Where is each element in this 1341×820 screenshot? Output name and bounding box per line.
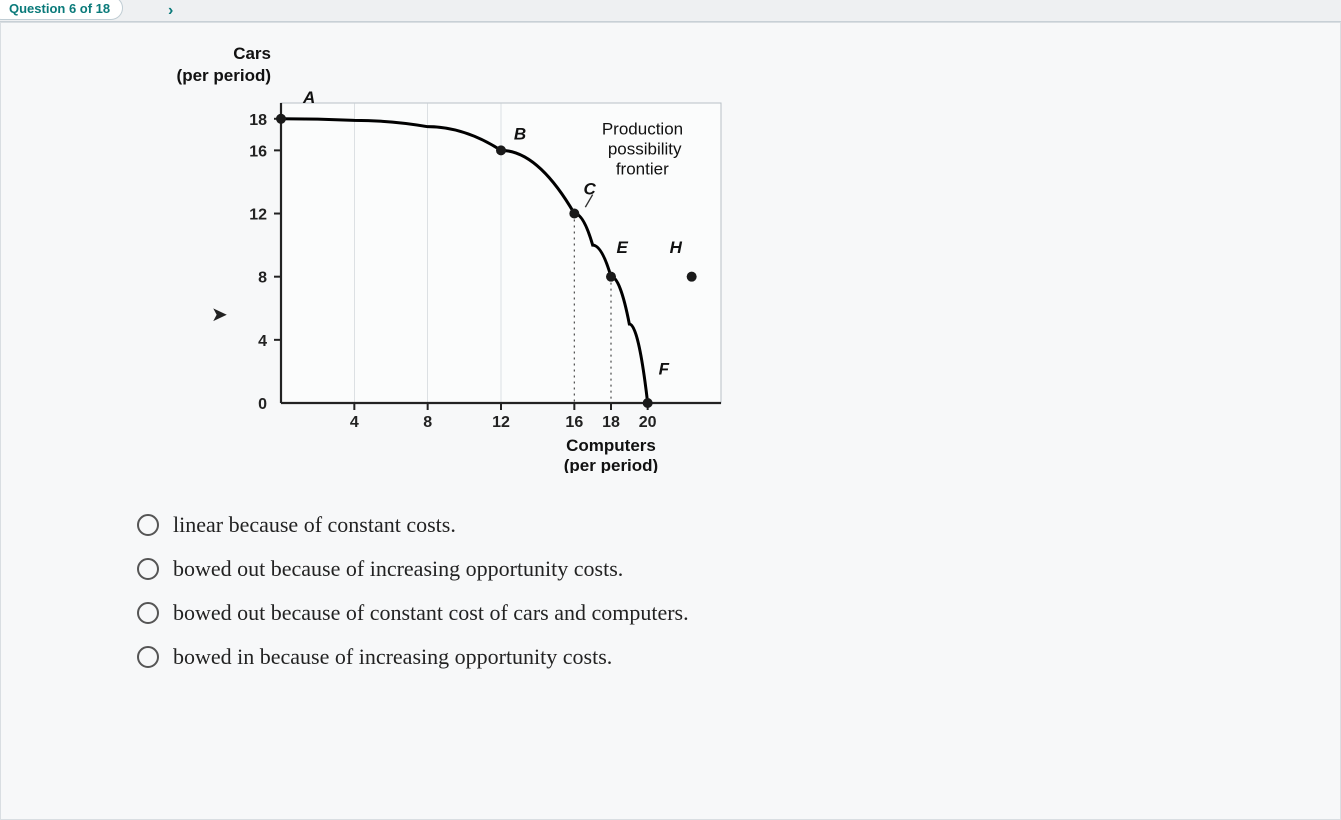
question-content: 1816128404812161820Cars(per period)Compu… bbox=[0, 22, 1341, 820]
svg-text:Computers: Computers bbox=[566, 436, 656, 455]
radio-icon[interactable] bbox=[137, 602, 159, 624]
cursor-icon: ➤ bbox=[211, 302, 228, 327]
svg-text:Cars: Cars bbox=[233, 44, 271, 63]
svg-text:A: A bbox=[302, 88, 315, 107]
svg-text:18: 18 bbox=[602, 414, 620, 431]
answer-option[interactable]: bowed in because of increasing opportuni… bbox=[137, 644, 1300, 670]
question-counter-text: Question 6 of 18 bbox=[9, 1, 110, 16]
answer-option[interactable]: bowed out because of constant cost of ca… bbox=[137, 600, 1300, 626]
svg-text:(per period): (per period) bbox=[177, 66, 271, 85]
svg-text:20: 20 bbox=[639, 414, 657, 431]
svg-text:(per period): (per period) bbox=[564, 456, 658, 473]
svg-text:E: E bbox=[617, 238, 629, 257]
svg-text:12: 12 bbox=[492, 414, 510, 431]
answer-option[interactable]: linear because of constant costs. bbox=[137, 512, 1300, 538]
answer-options: linear because of constant costs. bowed o… bbox=[137, 512, 1300, 670]
radio-icon[interactable] bbox=[137, 514, 159, 536]
svg-text:4: 4 bbox=[258, 333, 267, 350]
radio-icon[interactable] bbox=[137, 558, 159, 580]
svg-text:18: 18 bbox=[249, 112, 267, 129]
question-counter-pill[interactable]: Question 6 of 18 bbox=[0, 0, 123, 20]
chevron-next-icon[interactable]: › bbox=[168, 2, 173, 20]
answer-option-label: bowed out because of constant cost of ca… bbox=[173, 600, 689, 626]
answer-option-label: bowed in because of increasing opportuni… bbox=[173, 644, 612, 670]
svg-text:16: 16 bbox=[565, 414, 583, 431]
header-bar: Question 6 of 18 › bbox=[0, 0, 1341, 22]
svg-text:0: 0 bbox=[258, 396, 267, 413]
answer-option-label: bowed out because of increasing opportun… bbox=[173, 556, 623, 582]
svg-text:8: 8 bbox=[423, 414, 432, 431]
svg-text:B: B bbox=[514, 124, 526, 143]
svg-text:8: 8 bbox=[258, 270, 267, 287]
svg-text:16: 16 bbox=[249, 143, 267, 160]
svg-text:H: H bbox=[670, 238, 683, 257]
svg-text:12: 12 bbox=[249, 207, 267, 224]
radio-icon[interactable] bbox=[137, 646, 159, 668]
svg-text:frontier: frontier bbox=[616, 160, 669, 179]
svg-text:possibility: possibility bbox=[608, 140, 682, 159]
answer-option[interactable]: bowed out because of increasing opportun… bbox=[137, 556, 1300, 582]
svg-text:Production: Production bbox=[602, 120, 683, 139]
ppf-chart: 1816128404812161820Cars(per period)Compu… bbox=[91, 33, 1300, 478]
svg-text:4: 4 bbox=[350, 414, 359, 431]
svg-text:F: F bbox=[659, 360, 670, 379]
answer-option-label: linear because of constant costs. bbox=[173, 512, 456, 538]
svg-text:C: C bbox=[584, 180, 597, 199]
